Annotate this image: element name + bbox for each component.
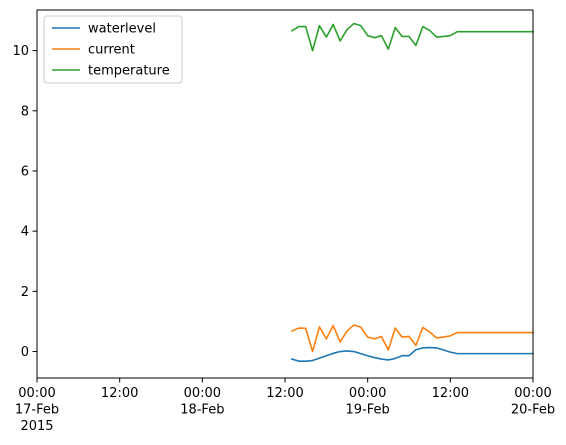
x-tick-label: 00:00 (184, 386, 221, 401)
y-tick-label: 6 (21, 164, 29, 179)
legend-label-waterlevel: waterlevel (88, 22, 156, 37)
series-layer (290, 22, 534, 362)
y-tick-label: 8 (21, 104, 29, 119)
x-tick-label: 12:00 (101, 386, 138, 401)
x-tick-label: 00:00 (349, 386, 386, 401)
y-axis: 0 2 4 6 8 10 (12, 44, 37, 360)
legend: waterlevel current temperature (43, 15, 183, 84)
legend-box (43, 15, 183, 84)
x-tick-label: 12:00 (432, 386, 469, 401)
series-line-current (290, 324, 534, 353)
series-line-temperature (290, 22, 534, 52)
y-tick-label: 2 (21, 285, 29, 300)
x-tick-label: 19-Feb (346, 403, 390, 418)
x-tick-label: 20-Feb (511, 403, 555, 418)
y-tick-label: 10 (12, 44, 29, 59)
plot-frame (36, 9, 534, 379)
x-tick-label: 18-Feb (180, 403, 224, 418)
axes-spines (36, 9, 534, 379)
x-tick-label: 00:00 (514, 386, 551, 401)
x-tick-label: 2015 (20, 419, 53, 434)
legend-label-temperature: temperature (88, 64, 170, 79)
x-tick-label: 17-Feb (15, 403, 59, 418)
x-tick-label: 00:00 (18, 386, 55, 401)
x-tick-label: 12:00 (266, 386, 303, 401)
y-tick-label: 0 (21, 345, 29, 360)
legend-label-current: current (88, 43, 135, 58)
series-line-waterlevel (290, 346, 534, 362)
y-tick-label: 4 (21, 225, 29, 240)
